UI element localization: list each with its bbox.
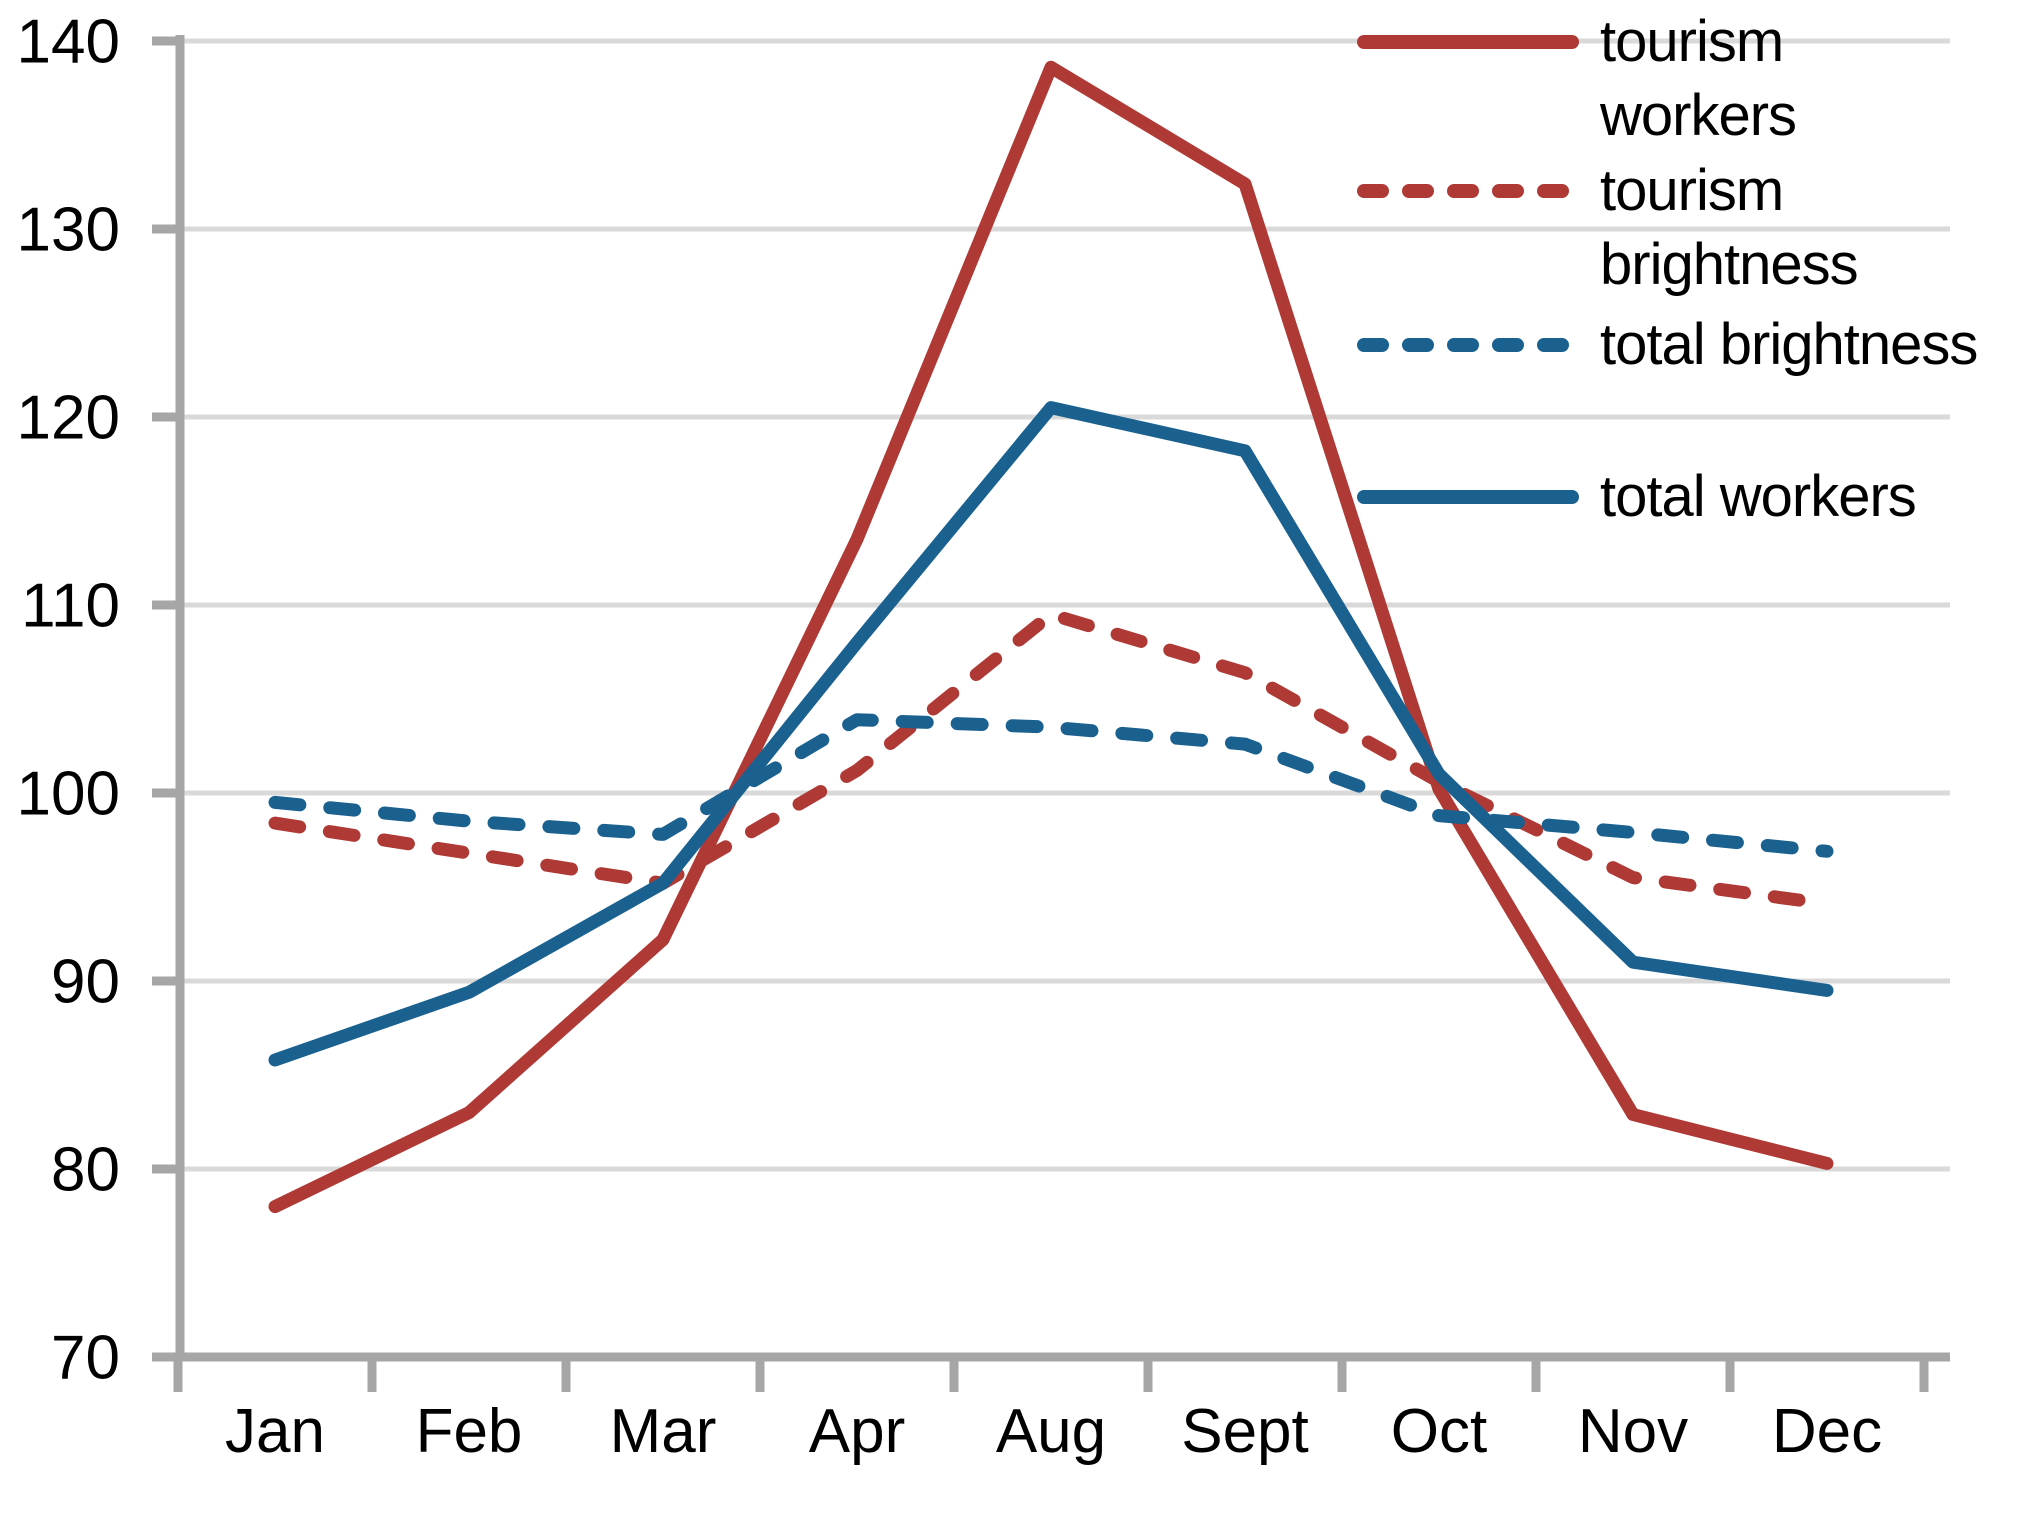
x-axis-tick-label: Apr	[809, 1397, 905, 1466]
x-axis-tick-label: Mar	[610, 1397, 717, 1466]
series-line-tourism-workers	[268, 60, 1834, 1214]
x-axis-tick-label: Jan	[225, 1397, 325, 1466]
series-line-tourism-brightness	[268, 607, 1834, 911]
legend-entry-total-brightness: total brightness	[1356, 308, 1978, 382]
legend-swatch-dashed	[1357, 338, 1579, 352]
legend-label-line: total workers	[1600, 464, 1917, 529]
x-axis-tick-label: Nov	[1578, 1397, 1688, 1466]
y-axis-tick-label: 120	[17, 384, 120, 453]
legend-label-line: tourism	[1600, 9, 1784, 74]
x-axis-tick-label: Feb	[416, 1397, 523, 1466]
legend-label-line: total brightness	[1600, 312, 1978, 377]
series-line-total-workers	[268, 401, 1834, 1067]
legend-entry-tourism-brightness: tourism brightness	[1356, 154, 1859, 302]
y-axis-tick-label: 130	[17, 196, 120, 265]
legend-label: tourism workers	[1600, 5, 1797, 153]
x-axis-tick-label: Oct	[1391, 1397, 1487, 1466]
legend-entry-tourism-workers: tourism workers	[1356, 5, 1797, 153]
x-axis-tick-label: Sept	[1181, 1397, 1309, 1466]
legend-label-line: workers	[1600, 83, 1797, 148]
y-axis-tick-label: 80	[51, 1136, 120, 1205]
y-axis-tick-label: 140	[17, 8, 120, 77]
y-axis-tick-label: 100	[17, 760, 120, 829]
legend-label: total brightness	[1600, 308, 1978, 382]
legend-swatch-dashed	[1357, 184, 1579, 198]
series-line-total-brightness	[268, 713, 1834, 858]
y-axis-tick-label: 110	[21, 572, 120, 641]
legend-label-line: brightness	[1600, 232, 1859, 297]
x-axis-tick-label: Dec	[1772, 1397, 1882, 1466]
legend-entry-total-workers: total workers	[1356, 460, 1917, 534]
legend-label-line: tourism	[1600, 158, 1784, 223]
legend-label: total workers	[1600, 460, 1917, 534]
x-axis-tick-label: Aug	[996, 1397, 1106, 1466]
y-axis-tick-label: 90	[51, 948, 120, 1017]
legend-label: tourism brightness	[1600, 154, 1859, 302]
legend-swatch-solid	[1357, 490, 1579, 504]
legend-swatch-solid	[1357, 35, 1579, 49]
y-axis-tick-label: 70	[51, 1324, 120, 1393]
